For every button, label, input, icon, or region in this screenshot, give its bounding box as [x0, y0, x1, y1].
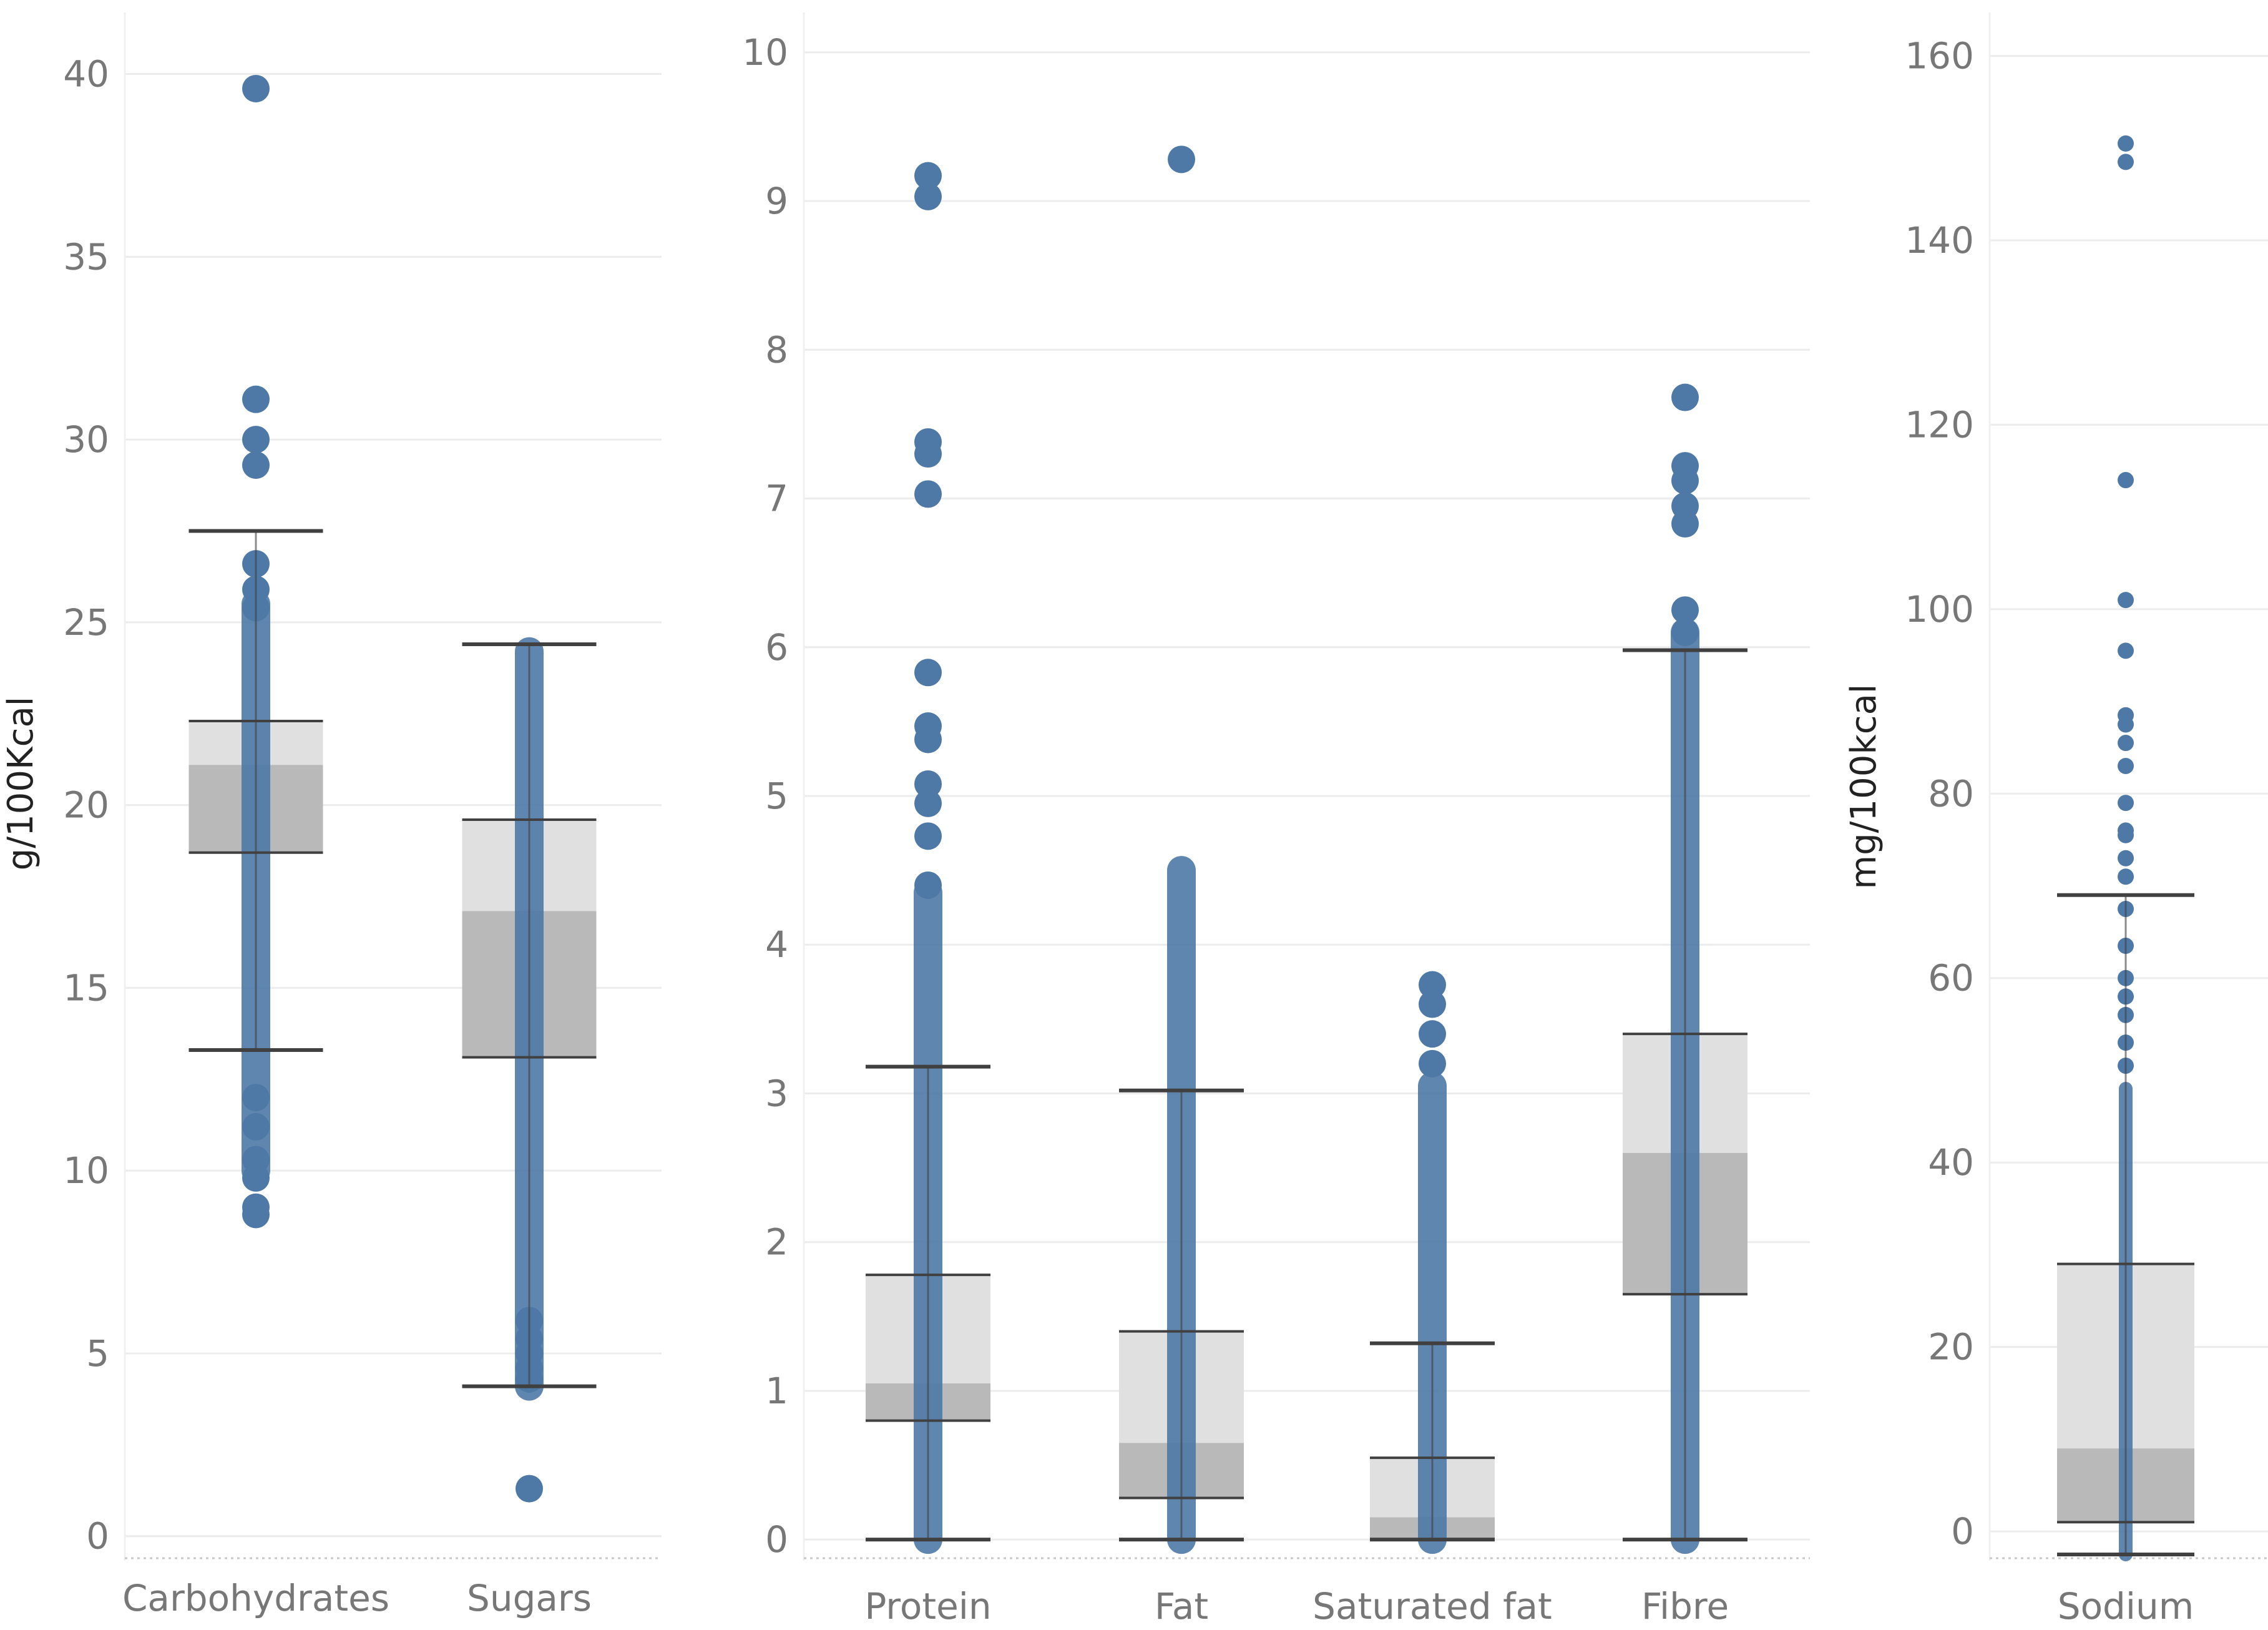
y-tick-label: 60 [1928, 957, 1974, 999]
y-tick-label: 10 [742, 31, 788, 74]
box-sugars: Sugars [462, 637, 597, 1619]
outlier-point [2118, 472, 2134, 489]
category-label-carbohydrates: Carbohydrates [122, 1577, 389, 1619]
outlier-point [242, 426, 270, 454]
y-tick-label: 1 [765, 1370, 788, 1412]
pane-2: 0 1 2 3 4 5 6 7 8 9 10 Protein Fat Saturated fat Fibre [742, 12, 1810, 1628]
outlier-point [914, 770, 942, 798]
y-tick-label: 30 [63, 418, 109, 461]
category-label-protein: Protein [864, 1585, 991, 1628]
outlier-point [914, 725, 942, 754]
outlier-point [242, 1084, 270, 1112]
outlier-point [516, 1475, 543, 1503]
outlier-point [914, 822, 942, 850]
outlier-point [2118, 795, 2134, 812]
outlier-point [1168, 145, 1195, 174]
y-tick-label: 35 [63, 235, 109, 278]
y-tick-label: 20 [63, 784, 109, 827]
pane-1: 0 5 10 15 20 25 30 35 40 g/100Kcal Carbohydrates Su… [1, 12, 662, 1619]
y-tick-label: 6 [765, 626, 788, 669]
outlier-point [242, 1164, 270, 1192]
outlier-point [2118, 592, 2134, 609]
y-tick-label: 160 [1905, 35, 1974, 77]
y-axis-label: mg/100kcal [1844, 684, 1884, 890]
outlier-point [2118, 735, 2134, 752]
y-tick-label: 0 [1951, 1510, 1974, 1553]
y-tick-label: 120 [1905, 403, 1974, 446]
box-fat: Fat [1119, 145, 1244, 1628]
outlier-point [1671, 383, 1699, 411]
outlier-point [914, 789, 942, 817]
y-tick-label: 100 [1905, 588, 1974, 631]
y-tick-label: 0 [86, 1515, 109, 1558]
y-tick-label: 3 [765, 1072, 788, 1114]
outlier-point [1671, 466, 1699, 494]
outlier-point [1419, 1049, 1446, 1078]
outlier-point [914, 659, 942, 687]
box-sodium: Sodium [2057, 135, 2194, 1628]
y-tick-label: 20 [1928, 1326, 1974, 1368]
outlier-point [2118, 850, 2134, 867]
outlier-point [914, 182, 942, 210]
y-tick-label: 5 [765, 775, 788, 817]
box-protein: Protein [864, 162, 992, 1628]
y-tick-label: 4 [765, 923, 788, 966]
outlier-point [2118, 642, 2134, 659]
y-tick-label: 0 [765, 1518, 788, 1561]
outlier-point [242, 451, 270, 479]
y-tick-label: 10 [63, 1149, 109, 1192]
outlier-point [914, 871, 942, 899]
y-tick-label: 8 [765, 328, 788, 371]
category-label-sodium: Sodium [2058, 1585, 2194, 1628]
y-tick-label: 140 [1905, 219, 1974, 262]
y-axis-label: g/100Kcal [1, 697, 41, 871]
category-label-sugars: Sugars [467, 1577, 592, 1619]
outlier-point [1419, 971, 1446, 999]
outlier-point [1671, 596, 1699, 624]
outlier-point [914, 440, 942, 468]
outlier-point [2118, 868, 2134, 885]
outlier-point [1419, 990, 1446, 1018]
y-tick-label: 25 [63, 601, 109, 644]
outlier-point [914, 162, 942, 190]
y-tick-label: 80 [1928, 772, 1974, 815]
y-tick-label: 15 [63, 966, 109, 1009]
y-tick-label: 2 [765, 1221, 788, 1264]
category-label-fat: Fat [1155, 1585, 1208, 1628]
outlier-point [2118, 135, 2134, 152]
outlier-point [242, 74, 270, 102]
box-fibre: Fibre [1623, 383, 1747, 1628]
box-carbohydrates: Carbohydrates [122, 74, 389, 1619]
y-tick-label: 5 [86, 1332, 109, 1375]
outlier-point [2118, 716, 2134, 733]
outlier-point [914, 480, 942, 508]
outlier-point [2118, 154, 2134, 170]
category-label-saturated-fat: Saturated fat [1312, 1585, 1552, 1628]
y-tick-label: 40 [63, 53, 109, 96]
pane-3: 0 20 40 60 80 100 120 140 160 mg/100kcal Sodium [1844, 12, 2268, 1628]
outlier-point [1671, 510, 1699, 538]
outlier-point [1419, 1020, 1446, 1048]
outlier-point [242, 385, 270, 413]
outlier-point [1671, 618, 1699, 646]
y-tick-label: 9 [765, 180, 788, 222]
y-tick-label: 7 [765, 478, 788, 520]
box-saturated-fat: Saturated fat [1312, 971, 1552, 1628]
outlier-point [2118, 827, 2134, 843]
outlier-point [2118, 757, 2134, 774]
outlier-point [242, 1200, 270, 1229]
category-label-fibre: Fibre [1641, 1585, 1729, 1628]
y-tick-label: 40 [1928, 1141, 1974, 1184]
outlier-point [242, 1112, 270, 1141]
